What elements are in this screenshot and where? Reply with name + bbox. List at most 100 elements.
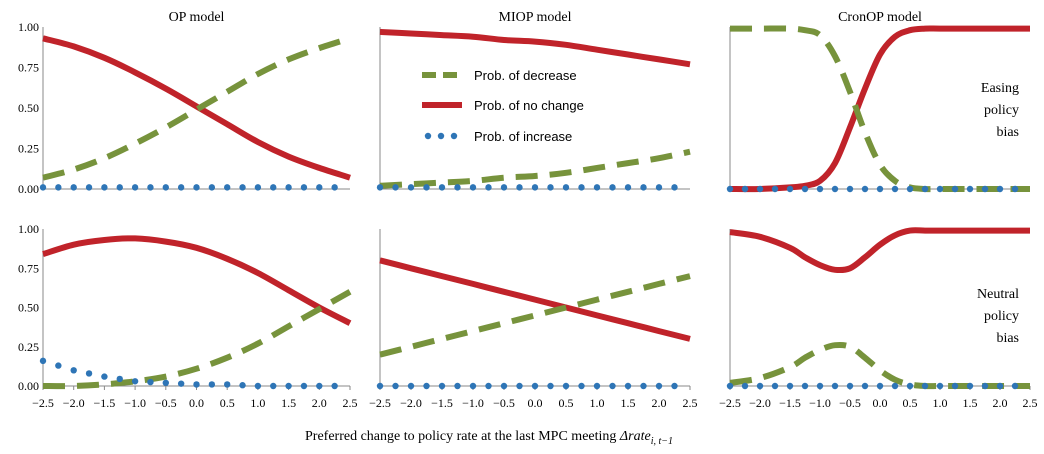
series-increase-point <box>981 382 989 390</box>
series-increase-point <box>193 184 200 191</box>
series-increase-point <box>254 184 262 191</box>
annotation-neutral-policy-bias: bias <box>996 331 1019 346</box>
series-increase-point <box>996 185 1004 193</box>
series-decrease-line <box>729 341 1030 390</box>
y-tick-label: 0.75 <box>18 61 39 75</box>
series-no-change-line <box>729 25 1030 193</box>
series-increase-point <box>609 184 616 191</box>
x-axis-label-subscript: i, t−1 <box>651 436 673 447</box>
x-tick-label: −2.0 <box>400 396 422 410</box>
x-tick-label: 1.5 <box>621 396 636 410</box>
legend-label-increase: Prob. of increase <box>474 129 572 144</box>
series-increase-point <box>224 381 231 388</box>
series-increase-point <box>500 382 508 390</box>
series-increase-point <box>285 184 292 191</box>
x-tick-label: 2.0 <box>993 396 1008 410</box>
series-increase-point <box>562 382 570 390</box>
series-increase-point <box>177 380 185 387</box>
panel-bottom-middle: −2.5 −2.0 −1.5 −1.0 −0.5 0.0 0.5 1.0 1.5 2.0 2.5 <box>369 229 698 410</box>
series-increase-point <box>921 382 929 390</box>
x-tick-label: −1.5 <box>431 396 453 410</box>
series-increase-point <box>578 382 585 390</box>
series-increase-point <box>951 382 959 390</box>
series-increase-point <box>655 382 663 390</box>
series-increase-point <box>876 185 884 193</box>
series-increase-point <box>624 184 632 191</box>
series-increase-point <box>208 184 216 191</box>
x-tick-label: −1.5 <box>94 396 116 410</box>
y-tick-label: 1.00 <box>18 20 39 34</box>
x-tick-label: −0.5 <box>493 396 515 410</box>
series-increase-point <box>891 185 899 193</box>
series-increase-point <box>726 382 734 390</box>
series-increase-point <box>816 382 824 390</box>
y-tick-label: 0.00 <box>18 182 39 196</box>
panel-title: OP model <box>169 10 225 25</box>
x-tick-label: 2.0 <box>312 396 327 410</box>
series-increase-point <box>861 185 869 193</box>
series-increase-point <box>392 184 399 191</box>
series-increase-point <box>801 382 809 390</box>
series-increase-point <box>876 382 884 390</box>
series-increase-point <box>936 185 944 193</box>
series-increase-point <box>906 185 914 193</box>
x-axis-label: Preferred change to policy rate at the l… <box>305 429 673 447</box>
series-increase-point <box>846 185 854 193</box>
series-increase-point <box>981 185 989 193</box>
series-increase-point <box>816 185 824 193</box>
series-increase-point <box>438 184 446 191</box>
series-increase-point <box>55 184 62 191</box>
series-increase-point <box>177 184 185 191</box>
series-increase-point <box>951 185 959 193</box>
series-increase-point <box>407 382 415 390</box>
series-increase-point <box>70 367 77 374</box>
series-increase-point <box>147 184 154 191</box>
series-increase-point <box>469 184 477 191</box>
series-increase-point <box>55 362 62 369</box>
series-increase-point <box>454 184 461 191</box>
series-increase-point <box>438 382 446 390</box>
x-axis-label-symbol: Δrate <box>619 429 651 444</box>
series-increase-point <box>116 184 123 191</box>
series-increase-point <box>1011 185 1019 193</box>
y-tick-label: 0.75 <box>18 261 39 275</box>
x-tick-label: 0.0 <box>528 396 543 410</box>
series-increase-point <box>85 370 93 377</box>
series-increase-point <box>531 184 539 191</box>
series-decrease-line <box>379 273 691 358</box>
series-increase-point <box>831 382 839 390</box>
x-tick-label: −0.5 <box>155 396 177 410</box>
series-increase-point <box>891 382 899 390</box>
legend-label-decrease: Prob. of decrease <box>474 68 577 83</box>
annotations: Easing policy bias Neutral policy bias <box>977 81 1019 346</box>
x-tick-label: −2.0 <box>63 396 85 410</box>
series-decrease-line <box>379 148 691 189</box>
x-tick-label: 2.5 <box>1023 396 1038 410</box>
series-increase-point <box>831 185 839 193</box>
series-increase-point <box>771 382 779 390</box>
series-increase-point <box>936 382 944 390</box>
series-increase-point <box>500 184 508 191</box>
annotation-neutral-policy-bias: policy <box>984 309 1019 324</box>
series-increase-point <box>640 382 647 390</box>
x-tick-label: −1.5 <box>779 396 801 410</box>
series-no-change-line <box>379 28 691 68</box>
series-increase-point <box>996 382 1004 390</box>
series-increase-point <box>756 185 764 193</box>
series-increase-point <box>239 382 246 389</box>
series-increase-point <box>801 185 809 193</box>
legend-label-no-change: Prob. of no change <box>474 98 584 113</box>
series-increase-point <box>741 185 749 193</box>
series-increase-point <box>756 382 764 390</box>
series-increase-point <box>101 184 108 191</box>
x-tick-label: 0.0 <box>189 396 204 410</box>
series-increase-point <box>254 382 262 390</box>
series-increase-point <box>578 184 585 191</box>
series-increase-point <box>624 382 632 390</box>
x-tick-label: −1.0 <box>809 396 831 410</box>
series-increase-point <box>423 184 430 191</box>
series-increase-point <box>116 375 123 383</box>
series-increase-point <box>516 382 523 390</box>
x-tick-label: −1.0 <box>462 396 484 410</box>
legend: Prob. of decrease Prob. of no change Prob.… <box>422 68 584 144</box>
